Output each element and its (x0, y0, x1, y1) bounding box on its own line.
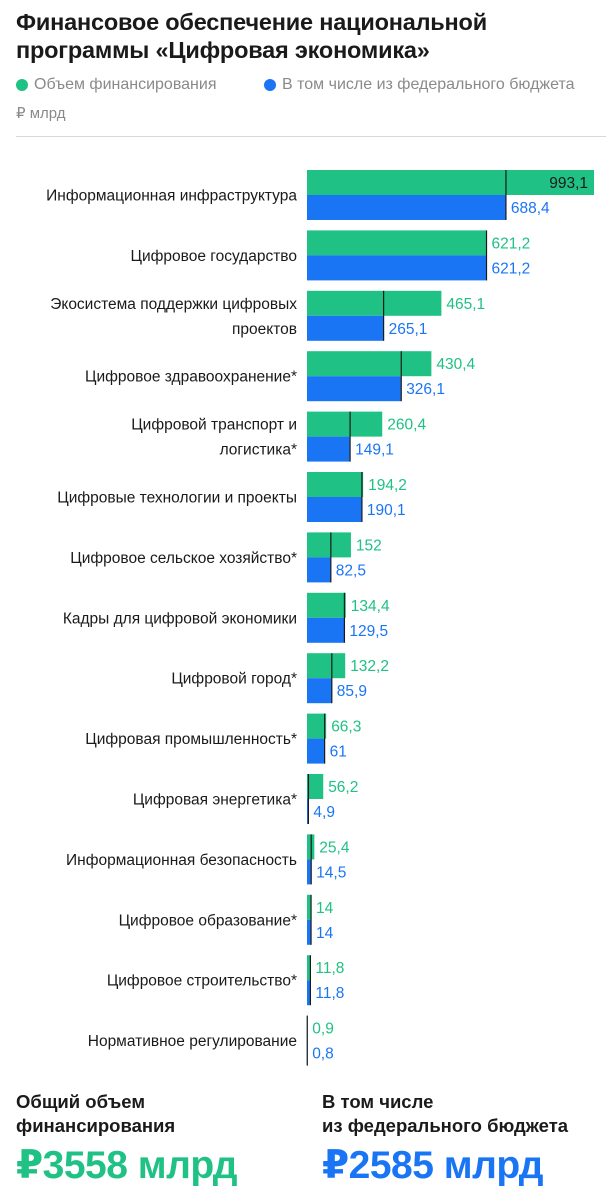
value-label-federal: 14 (316, 925, 334, 942)
bar-total (307, 774, 324, 799)
value-label-federal: 621,2 (492, 260, 531, 277)
value-label-federal: 4,9 (313, 804, 335, 821)
value-label-total: 194,2 (368, 477, 407, 494)
bar-federal (307, 859, 312, 885)
bar-total (307, 894, 312, 920)
category-label: Цифровое здравоохранение* (85, 369, 297, 386)
value-label-federal: 129,5 (349, 623, 388, 640)
value-label-total: 621,2 (492, 235, 531, 252)
value-label-federal: 61 (330, 744, 347, 761)
bar-total (307, 411, 383, 437)
category-label: Цифровое сельское хозяйство* (70, 550, 297, 567)
bar-total (307, 290, 442, 316)
bar-federal (307, 436, 351, 462)
value-label-federal: 190,1 (367, 502, 406, 519)
bar-total (307, 230, 487, 256)
unit-label: ₽ млрд (16, 105, 66, 122)
bar-federal (307, 919, 312, 945)
value-label-total: 14 (316, 900, 334, 917)
bar-total (307, 653, 346, 679)
value-label-total: 0,9 (312, 1021, 334, 1038)
footer-federal-value: ₽2585 млрд (322, 1144, 543, 1187)
bar-total (307, 351, 432, 377)
bar-federal (307, 557, 331, 583)
legend-swatch-total (16, 79, 28, 91)
category-label: Экосистема поддержки цифровых проектов (50, 296, 297, 338)
bar-chart: Информационная инфраструктура 993,1 688,4 Ц… (46, 170, 594, 1066)
value-label-total: 465,1 (446, 296, 485, 313)
value-label-total: 993,1 (549, 175, 588, 192)
bar-total (307, 472, 364, 497)
value-label-federal: 265,1 (389, 321, 428, 338)
value-label-total: 66,3 (331, 719, 361, 736)
bar-federal (307, 799, 309, 824)
category-label: Цифровое образование* (119, 912, 297, 929)
value-label-total: 25,4 (319, 839, 350, 856)
legend-label-federal: В том числе из федерального бюджета (282, 76, 575, 93)
value-label-federal: 82,5 (336, 562, 366, 579)
chart-title: Финансовое обеспечение национальной прог… (16, 9, 487, 63)
footer-total: Общий объем финансирования ₽3558 млрд (16, 1090, 237, 1188)
bar-federal (307, 315, 384, 341)
category-label: Нормативное регулирование (88, 1033, 297, 1050)
value-label-total: 260,4 (387, 417, 426, 434)
value-label-federal: 14,5 (316, 864, 346, 881)
bar-total (307, 532, 351, 558)
bar-total (307, 713, 327, 739)
legend-label-total: Объем финансирования (34, 76, 217, 93)
legend-item-federal: В том числе из федерального бюджета (264, 76, 575, 94)
value-label-federal: 149,1 (355, 442, 394, 459)
bar-total (307, 592, 346, 618)
bar-federal (307, 738, 325, 764)
legend-swatch-federal (264, 79, 276, 91)
value-label-federal: 0,8 (312, 1046, 334, 1063)
value-label-total: 152 (356, 537, 382, 554)
category-label: Цифровые технологии и проекты (57, 490, 297, 507)
bar-federal (307, 195, 506, 220)
bar-federal (307, 980, 311, 1006)
bar-federal (307, 376, 402, 402)
category-label: Кадры для цифровой экономики (63, 610, 297, 627)
bar-federal (307, 678, 332, 704)
value-label-total: 132,2 (350, 658, 389, 675)
footer-total-value: ₽3558 млрд (16, 1144, 237, 1187)
category-label: Информационная безопасность (66, 852, 297, 869)
footer-federal-label: В том числе из федерального бюджета (322, 1091, 569, 1136)
value-label-federal: 688,4 (511, 200, 550, 217)
category-label: Цифровое строительство* (107, 973, 297, 990)
footer-federal: В том числе из федерального бюджета ₽258… (322, 1090, 568, 1188)
legend: Объем финансирования В том числе из феде… (16, 76, 606, 98)
value-label-total: 134,4 (351, 598, 390, 615)
value-label-federal: 326,1 (406, 381, 445, 398)
legend-item-total: Объем финансирования (16, 76, 216, 94)
category-label: Цифровое государство (131, 248, 297, 265)
category-label: Цифровой транспорт и логистика* (131, 417, 297, 459)
category-label: Цифровая энергетика* (133, 792, 297, 809)
value-label-federal: 11,8 (315, 985, 344, 1002)
footer-total-label: Общий объем финансирования (16, 1091, 176, 1136)
category-label: Цифровой город* (171, 671, 297, 688)
value-label-federal: 85,9 (337, 683, 367, 700)
bar-federal (307, 255, 487, 281)
bar-total (307, 170, 594, 195)
bar-federal (307, 497, 362, 522)
value-label-total: 11,8 (315, 960, 344, 977)
header-divider (16, 136, 606, 137)
bar-total (307, 955, 311, 981)
value-label-total: 430,4 (436, 356, 475, 373)
bar-federal (307, 617, 345, 643)
value-label-total: 56,2 (328, 779, 358, 796)
category-label: Информационная инфраструктура (46, 188, 297, 205)
category-label: Цифровая промышленность* (85, 731, 297, 748)
